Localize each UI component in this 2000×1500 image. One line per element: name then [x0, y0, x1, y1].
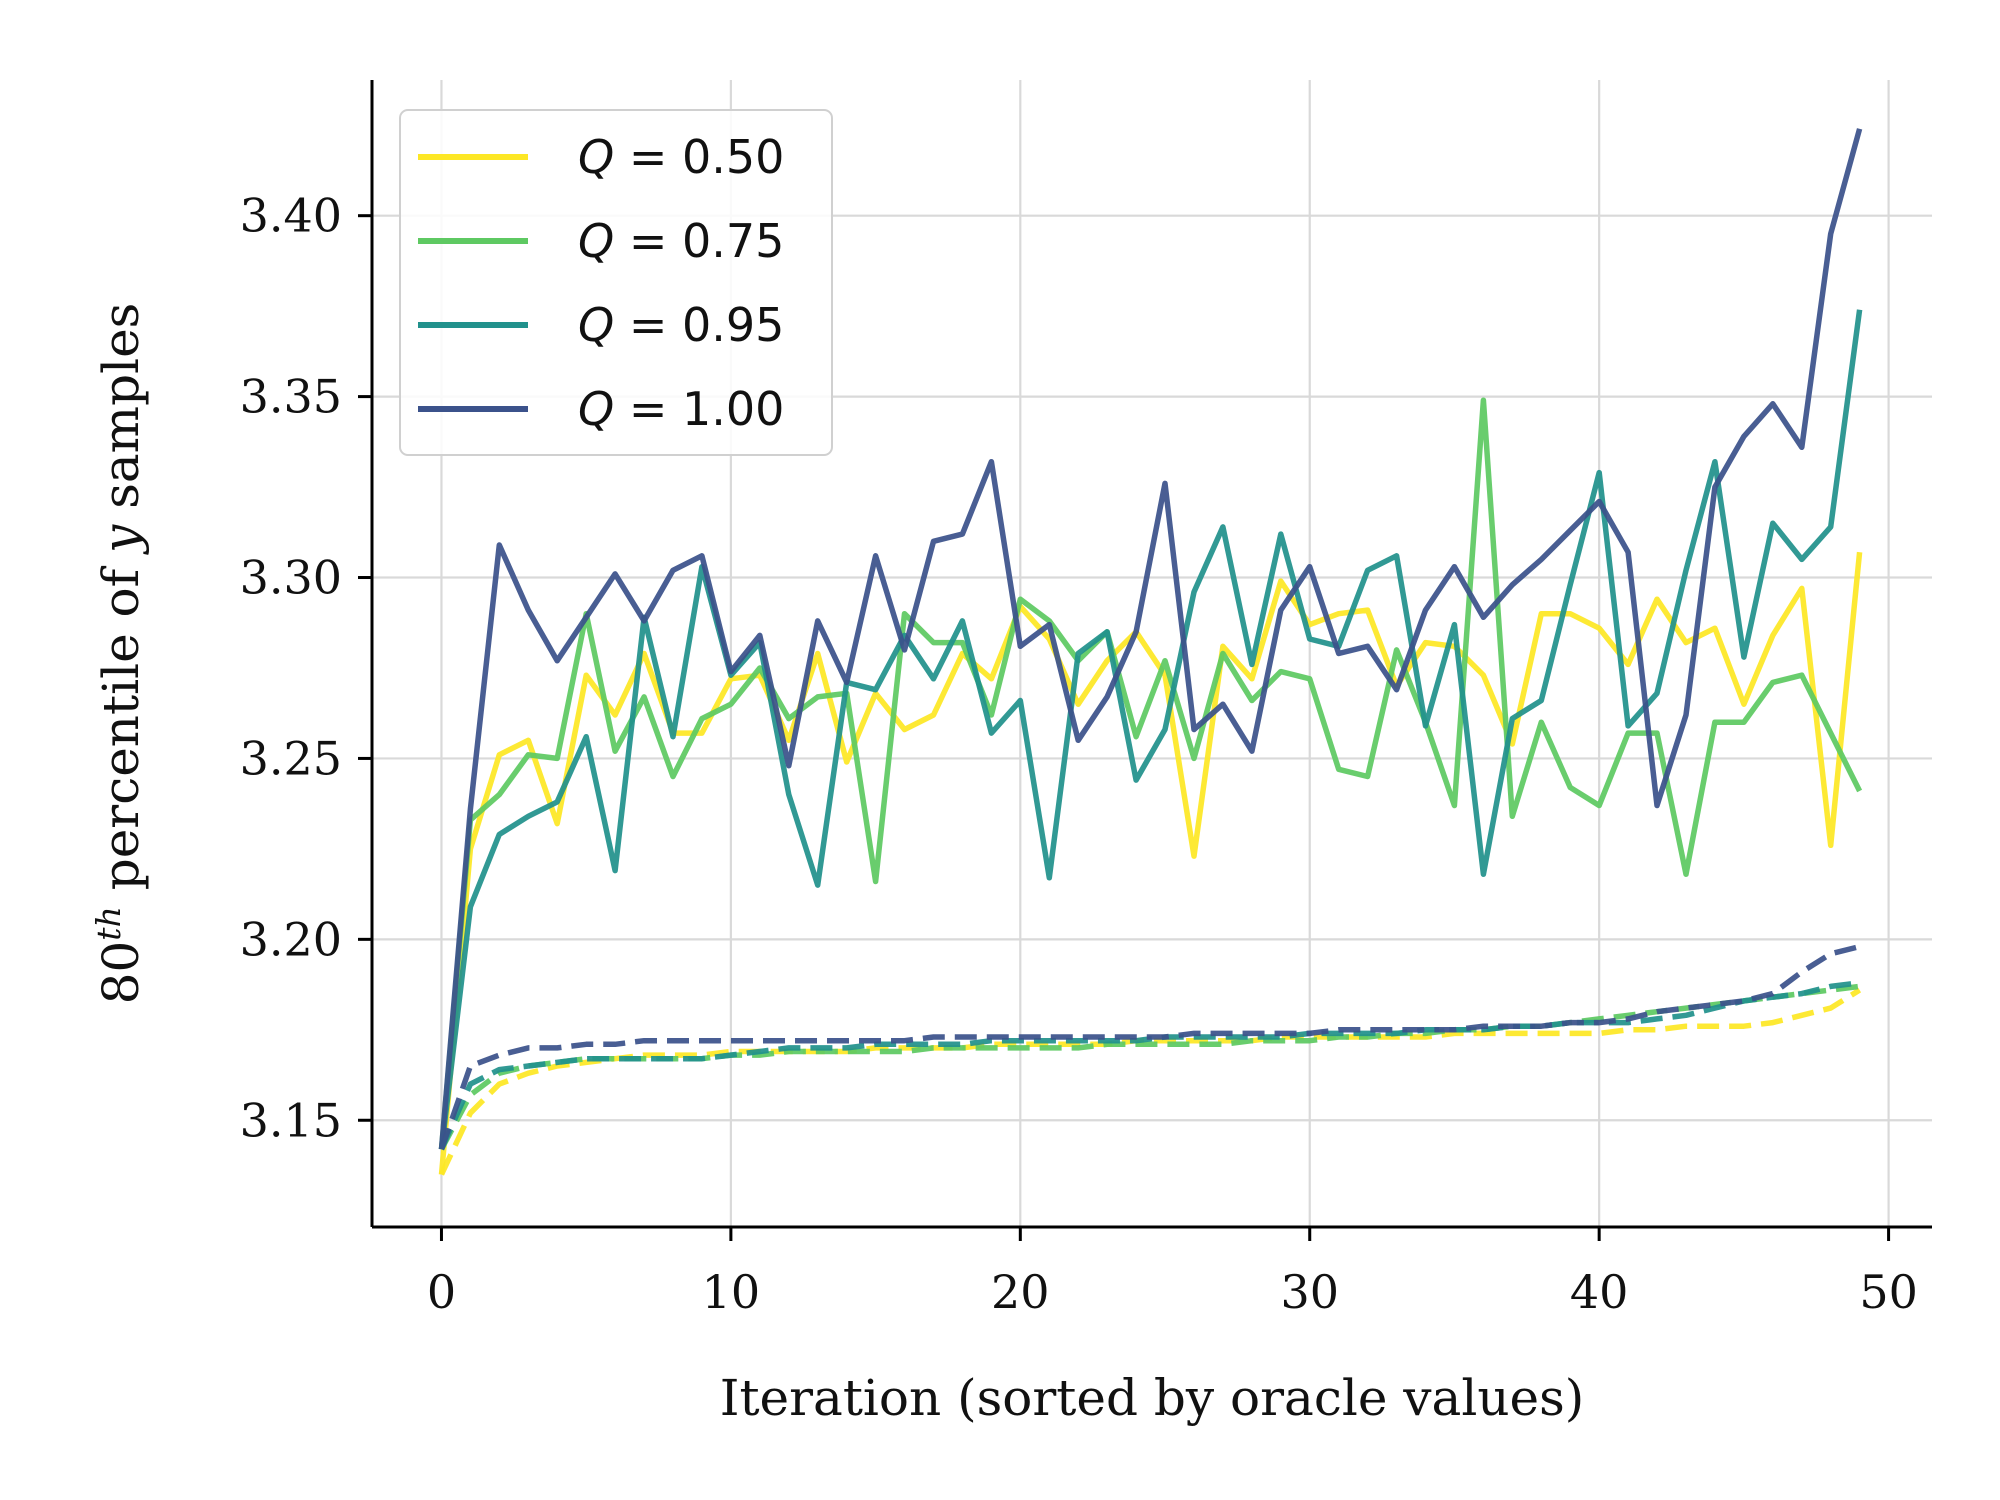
y-tick-label: 3.35 [240, 370, 342, 424]
legend-label: Q = 0.75 [578, 214, 784, 268]
y-tick-label: 3.25 [240, 731, 342, 785]
series-line-solid-1 [438, 397, 1863, 1150]
series-line-solid-2 [438, 309, 1863, 1150]
y-axis-label-tail: samples [92, 303, 150, 525]
series-line-dashed-4 [439, 987, 1862, 1176]
y-tick-label: 3.15 [240, 1093, 342, 1147]
x-tick-label: 0 [427, 1265, 456, 1319]
x-tick-label: 40 [1570, 1265, 1629, 1319]
legend-label-value: = 0.50 [614, 130, 784, 184]
y-axis-label-middle: percentile of [92, 553, 150, 906]
y-tick-label: 3.20 [240, 912, 342, 966]
legend-label-value: = 0.95 [614, 298, 784, 352]
legend-label-value: = 0.75 [614, 214, 784, 268]
x-tick-label: 50 [1859, 1265, 1918, 1319]
legend-frame [399, 109, 833, 456]
x-axis-label: Iteration (sorted by oracle values) [720, 1369, 1585, 1427]
x-tick-label: 20 [991, 1265, 1050, 1319]
x-ticks: 0 10 20 30 40 50 [427, 1227, 1918, 1319]
legend-label: Q = 0.50 [578, 130, 784, 184]
x-tick-label: 30 [1280, 1265, 1339, 1319]
y-axis-label-sup: th [89, 906, 128, 941]
y-tick-label: 3.40 [240, 189, 342, 243]
legend-label-var: Q [578, 214, 614, 268]
y-axis-label-var: y [92, 524, 150, 555]
grid [372, 80, 1932, 1227]
x-tick-label: 10 [702, 1265, 761, 1319]
y-tick-label: 3.30 [240, 551, 342, 605]
y-axis-label-base: 80 [92, 941, 150, 1005]
series-line-solid-0 [438, 551, 1863, 1175]
legend-label-var: Q [578, 130, 614, 184]
y-ticks: 3.15 3.20 3.25 3.30 3.35 3.40 [240, 189, 372, 1147]
series-line-solid-3 [438, 128, 1863, 1150]
legend: Q = 0.50Q = 0.75Q = 0.95Q = 1.00 [399, 109, 833, 456]
series-group [438, 128, 1863, 1176]
legend-label: Q = 1.00 [578, 382, 784, 436]
legend-label: Q = 0.95 [578, 298, 784, 352]
legend-label-value: = 1.00 [614, 382, 784, 436]
y-axis-label: 80th percentile of y samples [89, 303, 150, 1005]
series-line-dashed-7 [438, 943, 1861, 1151]
series-line-dashed-5 [439, 983, 1860, 1151]
legend-label-var: Q [578, 382, 614, 436]
axes [370, 80, 1932, 1229]
legend-label-var: Q [578, 298, 614, 352]
